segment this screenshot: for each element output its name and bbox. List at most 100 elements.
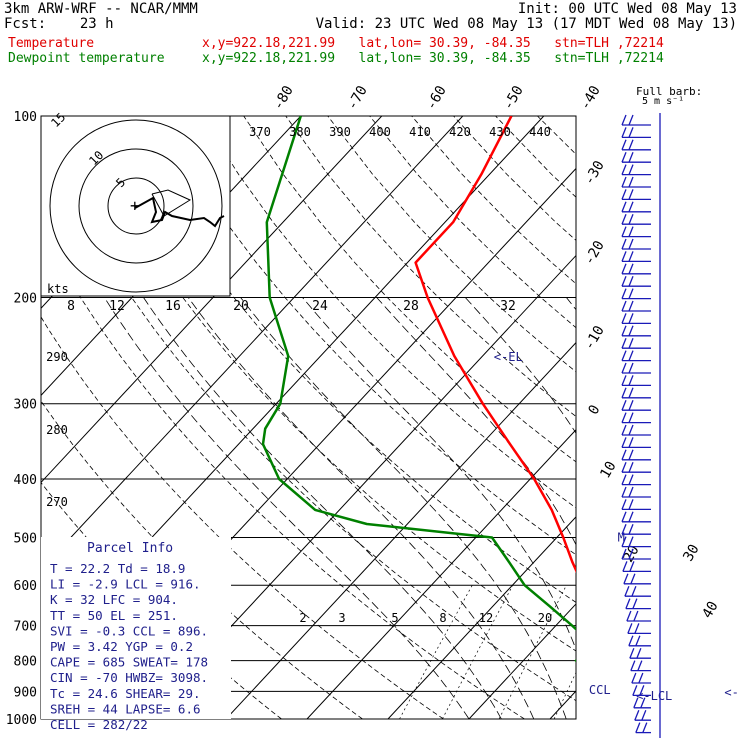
wind-barb-flag (628, 189, 634, 200)
isotherm-line (549, 690, 576, 719)
theta-label: 400 (369, 125, 391, 139)
wind-barb-flag (628, 548, 634, 560)
mixing-ratio-label: 20 (538, 611, 552, 625)
isotherm-line (225, 341, 576, 719)
moist-adiabat (302, 297, 576, 651)
dry-adiabat (621, 116, 740, 719)
wind-barb-flag (621, 114, 627, 126)
wind-barb-flag (621, 486, 627, 498)
pressure-tick-label: 500 (14, 531, 37, 546)
temperature-profile-line (414, 116, 576, 574)
isotherm-label: -70 (344, 83, 371, 113)
wind-barb-flag (628, 511, 634, 523)
wind-barb-flag (621, 263, 627, 275)
theta-label: 390 (329, 125, 351, 139)
wind-barb-flag (621, 449, 627, 461)
wind-barb-flag (628, 275, 634, 287)
dry-adiabat (159, 116, 576, 556)
wind-barb-flag (642, 722, 648, 733)
parcel-info-row: Tc = 24.6 SHEAR= 29. (50, 686, 201, 701)
wind-barb-flag (628, 412, 634, 423)
hodograph-ring (49, 119, 223, 293)
wind-barb-flag (630, 573, 636, 585)
dry-adiabat (705, 116, 740, 719)
pressure-tick-label: 600 (14, 579, 37, 594)
isotherm-label: 40 (699, 599, 721, 622)
wind-barb-flag (621, 201, 627, 213)
wind-barb-flag (635, 635, 641, 647)
mixing-ratio-label: 12 (479, 611, 493, 625)
hodo-speed-label: 32 (500, 299, 516, 314)
theta-label: 440 (529, 125, 551, 139)
mixing-ratio-line (399, 585, 473, 719)
wind-barb-flag (628, 151, 634, 163)
moist-adiabat (143, 297, 502, 719)
isotherm-line (144, 254, 576, 719)
wind-barb-flag (632, 598, 638, 609)
pressure-tick-label: 100 (14, 110, 37, 125)
wind-barb-flag (621, 139, 627, 151)
wind-barb-flag (627, 623, 633, 634)
wind-barb-flag (639, 685, 645, 696)
moist-adiabat (669, 298, 729, 720)
isotherm-line (387, 516, 576, 719)
wind-barb-flag (621, 164, 627, 175)
parcel-info-row: PW = 3.42 YGP = 0.2 (50, 639, 193, 654)
hodo-speed-label: 12 (109, 299, 125, 314)
parcel-info-row: SVI = -0.3 CCL = 896. (50, 623, 208, 638)
storm-motion-box (151, 189, 192, 217)
wind-barb-flag (635, 722, 641, 733)
wind-barb-flag (641, 709, 647, 721)
model-title: 3km ARW-WRF -- NCAR/MMM (4, 1, 198, 17)
wind-barb-flag (628, 350, 634, 361)
mixing-ratio-line (553, 671, 576, 719)
pressure-tick-label: 1000 (6, 713, 37, 728)
wind-barb-flag (628, 226, 634, 237)
wind-barb-flag (621, 399, 627, 411)
wind-barb-flag (633, 610, 639, 622)
hodograph-ring (78, 148, 194, 264)
wind-barb-flag (621, 337, 627, 349)
wind-barb-flag (628, 114, 634, 126)
pressure-tick-label: 700 (14, 620, 37, 635)
pressure-tick-label: 900 (14, 685, 37, 700)
isotherm-label: 30 (680, 542, 702, 565)
wind-barb-flag (633, 697, 639, 709)
mixing-ratio-label: 2 (299, 611, 306, 625)
wind-barb-flag (621, 523, 627, 535)
wind-barb-flag (621, 300, 627, 312)
wind-barb-flag (628, 449, 634, 461)
wind-barb-flag (628, 399, 634, 411)
wind-barb-flag (621, 461, 627, 473)
wind-barb-flag (629, 647, 635, 659)
wind-barb-flag (628, 176, 634, 188)
isotherm-line (712, 116, 740, 719)
hodograph-center: + (130, 196, 140, 215)
hodo-speed-label: 24 (312, 299, 328, 314)
wind-barb-flag (628, 337, 634, 349)
wind-barb-flag (628, 486, 634, 498)
wind-barb-flag (628, 201, 634, 213)
wind-barb-flag (628, 300, 634, 312)
wind-barb-flag (621, 499, 627, 510)
dry-adiabat (243, 116, 576, 463)
wind-barb-flag (628, 139, 634, 151)
wind-barb-flag (628, 437, 634, 448)
dry-adiabat (75, 116, 576, 652)
hodo-speed-label: 20 (233, 299, 249, 314)
parcel-annotation: M (618, 530, 625, 544)
wind-barb-flag (628, 164, 634, 175)
wind-barb-flag (628, 499, 634, 510)
isotherm-line (468, 603, 576, 719)
wind-barb-flag (632, 685, 638, 696)
isotherm-label: -20 (581, 238, 608, 268)
dewpoint-profile-line (261, 116, 576, 663)
wind-barb-flag (625, 598, 631, 609)
parcel-annotation: <-LFC (724, 686, 740, 700)
parcel-info-row: TT = 50 EL = 251. (50, 608, 178, 623)
isotherm-label: -30 (581, 158, 608, 188)
wind-barb-flag (628, 238, 634, 250)
wind-barb-flag (628, 362, 634, 374)
parcel-info-row: SREH = 44 LAPSE= 6.6 (50, 701, 201, 716)
wind-barb-flag (628, 213, 634, 225)
